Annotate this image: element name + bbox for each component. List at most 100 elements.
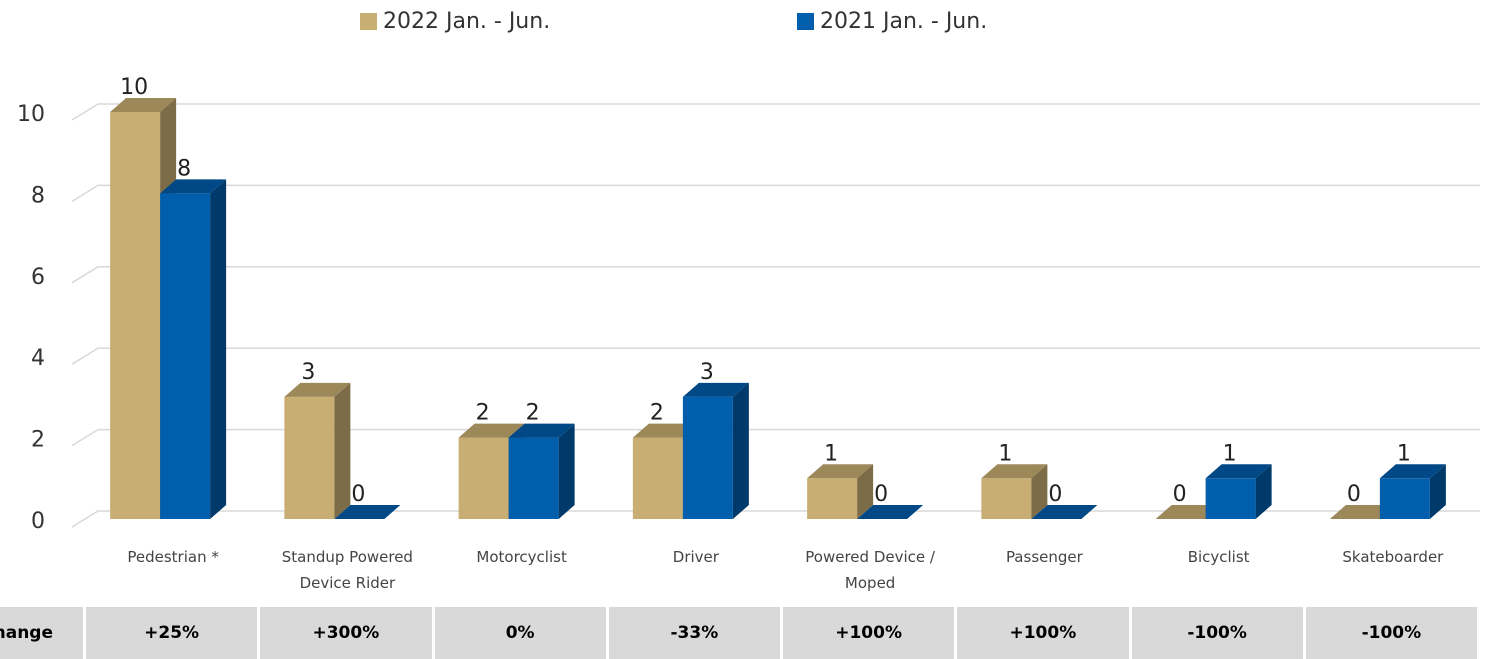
bar-front (1205, 478, 1256, 519)
bar-side (1429, 464, 1446, 519)
bar-top (981, 464, 1048, 479)
bar-front (110, 112, 161, 519)
bar (1379, 464, 1446, 519)
legend-label: 2021 Jan. - Jun. (820, 9, 987, 34)
grid-line (71, 266, 1480, 284)
bar (160, 179, 227, 519)
bar-top (682, 382, 749, 397)
bar (682, 382, 749, 519)
row-cell: +100% (957, 607, 1129, 659)
bar-top (1155, 505, 1222, 519)
data-label: 0 (874, 482, 888, 507)
bar-top (508, 423, 575, 438)
grid-line (71, 347, 1480, 365)
data-label: 2 (476, 401, 490, 426)
data-label: 8 (177, 156, 191, 181)
bar-top (632, 423, 699, 438)
grid-line (71, 510, 1480, 528)
data-label: 0 (351, 482, 365, 507)
grid-line (71, 184, 1480, 203)
legend-swatch (360, 13, 377, 30)
bar-side (732, 382, 749, 519)
x-tick-label: Skateboarder (1342, 548, 1444, 566)
x-tick-label: Powered Device / Moped (805, 548, 935, 592)
data-label: 1 (824, 441, 838, 466)
data-label: 0 (1048, 482, 1062, 507)
legend-swatch (797, 13, 814, 30)
x-tick-label: Pedestrian * (127, 548, 219, 566)
bar-side (1031, 464, 1048, 519)
bar-top (1329, 505, 1396, 519)
bar (284, 382, 351, 519)
row-cell: 0% (434, 607, 606, 659)
bar-front (632, 437, 683, 519)
y-tick-label: 10 (17, 102, 45, 127)
bar-side (857, 464, 874, 519)
y-tick-label: 0 (31, 509, 45, 534)
bar (1155, 505, 1222, 519)
data-label: 1 (998, 441, 1012, 466)
bar (1205, 464, 1272, 519)
row-cell: +300% (260, 607, 432, 659)
bar-side (210, 179, 227, 519)
bar-side (1255, 464, 1272, 519)
legend-label: 2022 Jan. - Jun. (383, 9, 550, 34)
bar-front (458, 437, 509, 519)
bar-front (1379, 478, 1430, 519)
bar-top (807, 464, 874, 479)
grid-line (71, 103, 1480, 121)
data-label: 0 (1347, 482, 1361, 507)
bar-top (160, 179, 227, 194)
bar-front (682, 396, 733, 519)
bar (1329, 505, 1396, 519)
x-tick-label: Standup Powered Device Rider (281, 548, 413, 592)
bar-side (334, 382, 351, 519)
bar-front (508, 437, 559, 519)
bar (334, 505, 401, 519)
bar-front (284, 396, 335, 519)
bar-top (284, 382, 351, 397)
data-label: 0 (1173, 482, 1187, 507)
bar-top (110, 98, 177, 112)
row-cell: +100% (783, 607, 955, 659)
change-row: Change+25%+300%0%-33%+100%+100%-100%-100… (0, 607, 1497, 659)
row-cell: -100% (1305, 607, 1477, 659)
row-label: Change (0, 607, 83, 659)
bar (508, 423, 575, 519)
bar-top (1379, 464, 1446, 479)
data-label: 2 (526, 401, 540, 426)
x-tick-label: Bicyclist (1187, 548, 1250, 566)
data-label: 1 (1397, 441, 1411, 466)
row-cell: -100% (1131, 607, 1303, 659)
y-tick-label: 2 (31, 428, 45, 453)
bar-side (558, 423, 575, 519)
bar-top (334, 505, 401, 519)
y-tick-label: 8 (31, 183, 45, 208)
data-label: 10 (120, 75, 148, 100)
y-tick-label: 6 (31, 265, 45, 290)
bar-top (857, 505, 924, 519)
bar-front (160, 193, 211, 519)
x-tick-label: Driver (672, 548, 719, 566)
bar (857, 505, 924, 519)
bar-front (807, 478, 858, 519)
bar (981, 464, 1048, 519)
data-label: 3 (301, 360, 315, 385)
bar-top (458, 423, 525, 438)
bar-top (1031, 505, 1098, 519)
data-label: 3 (700, 360, 714, 385)
row-cell: -33% (608, 607, 780, 659)
x-tick-label: Motorcyclist (476, 548, 567, 566)
x-tick-label: Passenger (1005, 548, 1083, 566)
data-label: 2 (650, 401, 664, 426)
data-label: 1 (1223, 441, 1237, 466)
bar-front (981, 478, 1032, 519)
grid-line (71, 428, 1480, 447)
bar (807, 464, 874, 519)
y-tick-label: 4 (31, 346, 45, 371)
bar (1031, 505, 1098, 519)
bar-top (1205, 464, 1272, 479)
row-cell: +25% (86, 607, 258, 659)
